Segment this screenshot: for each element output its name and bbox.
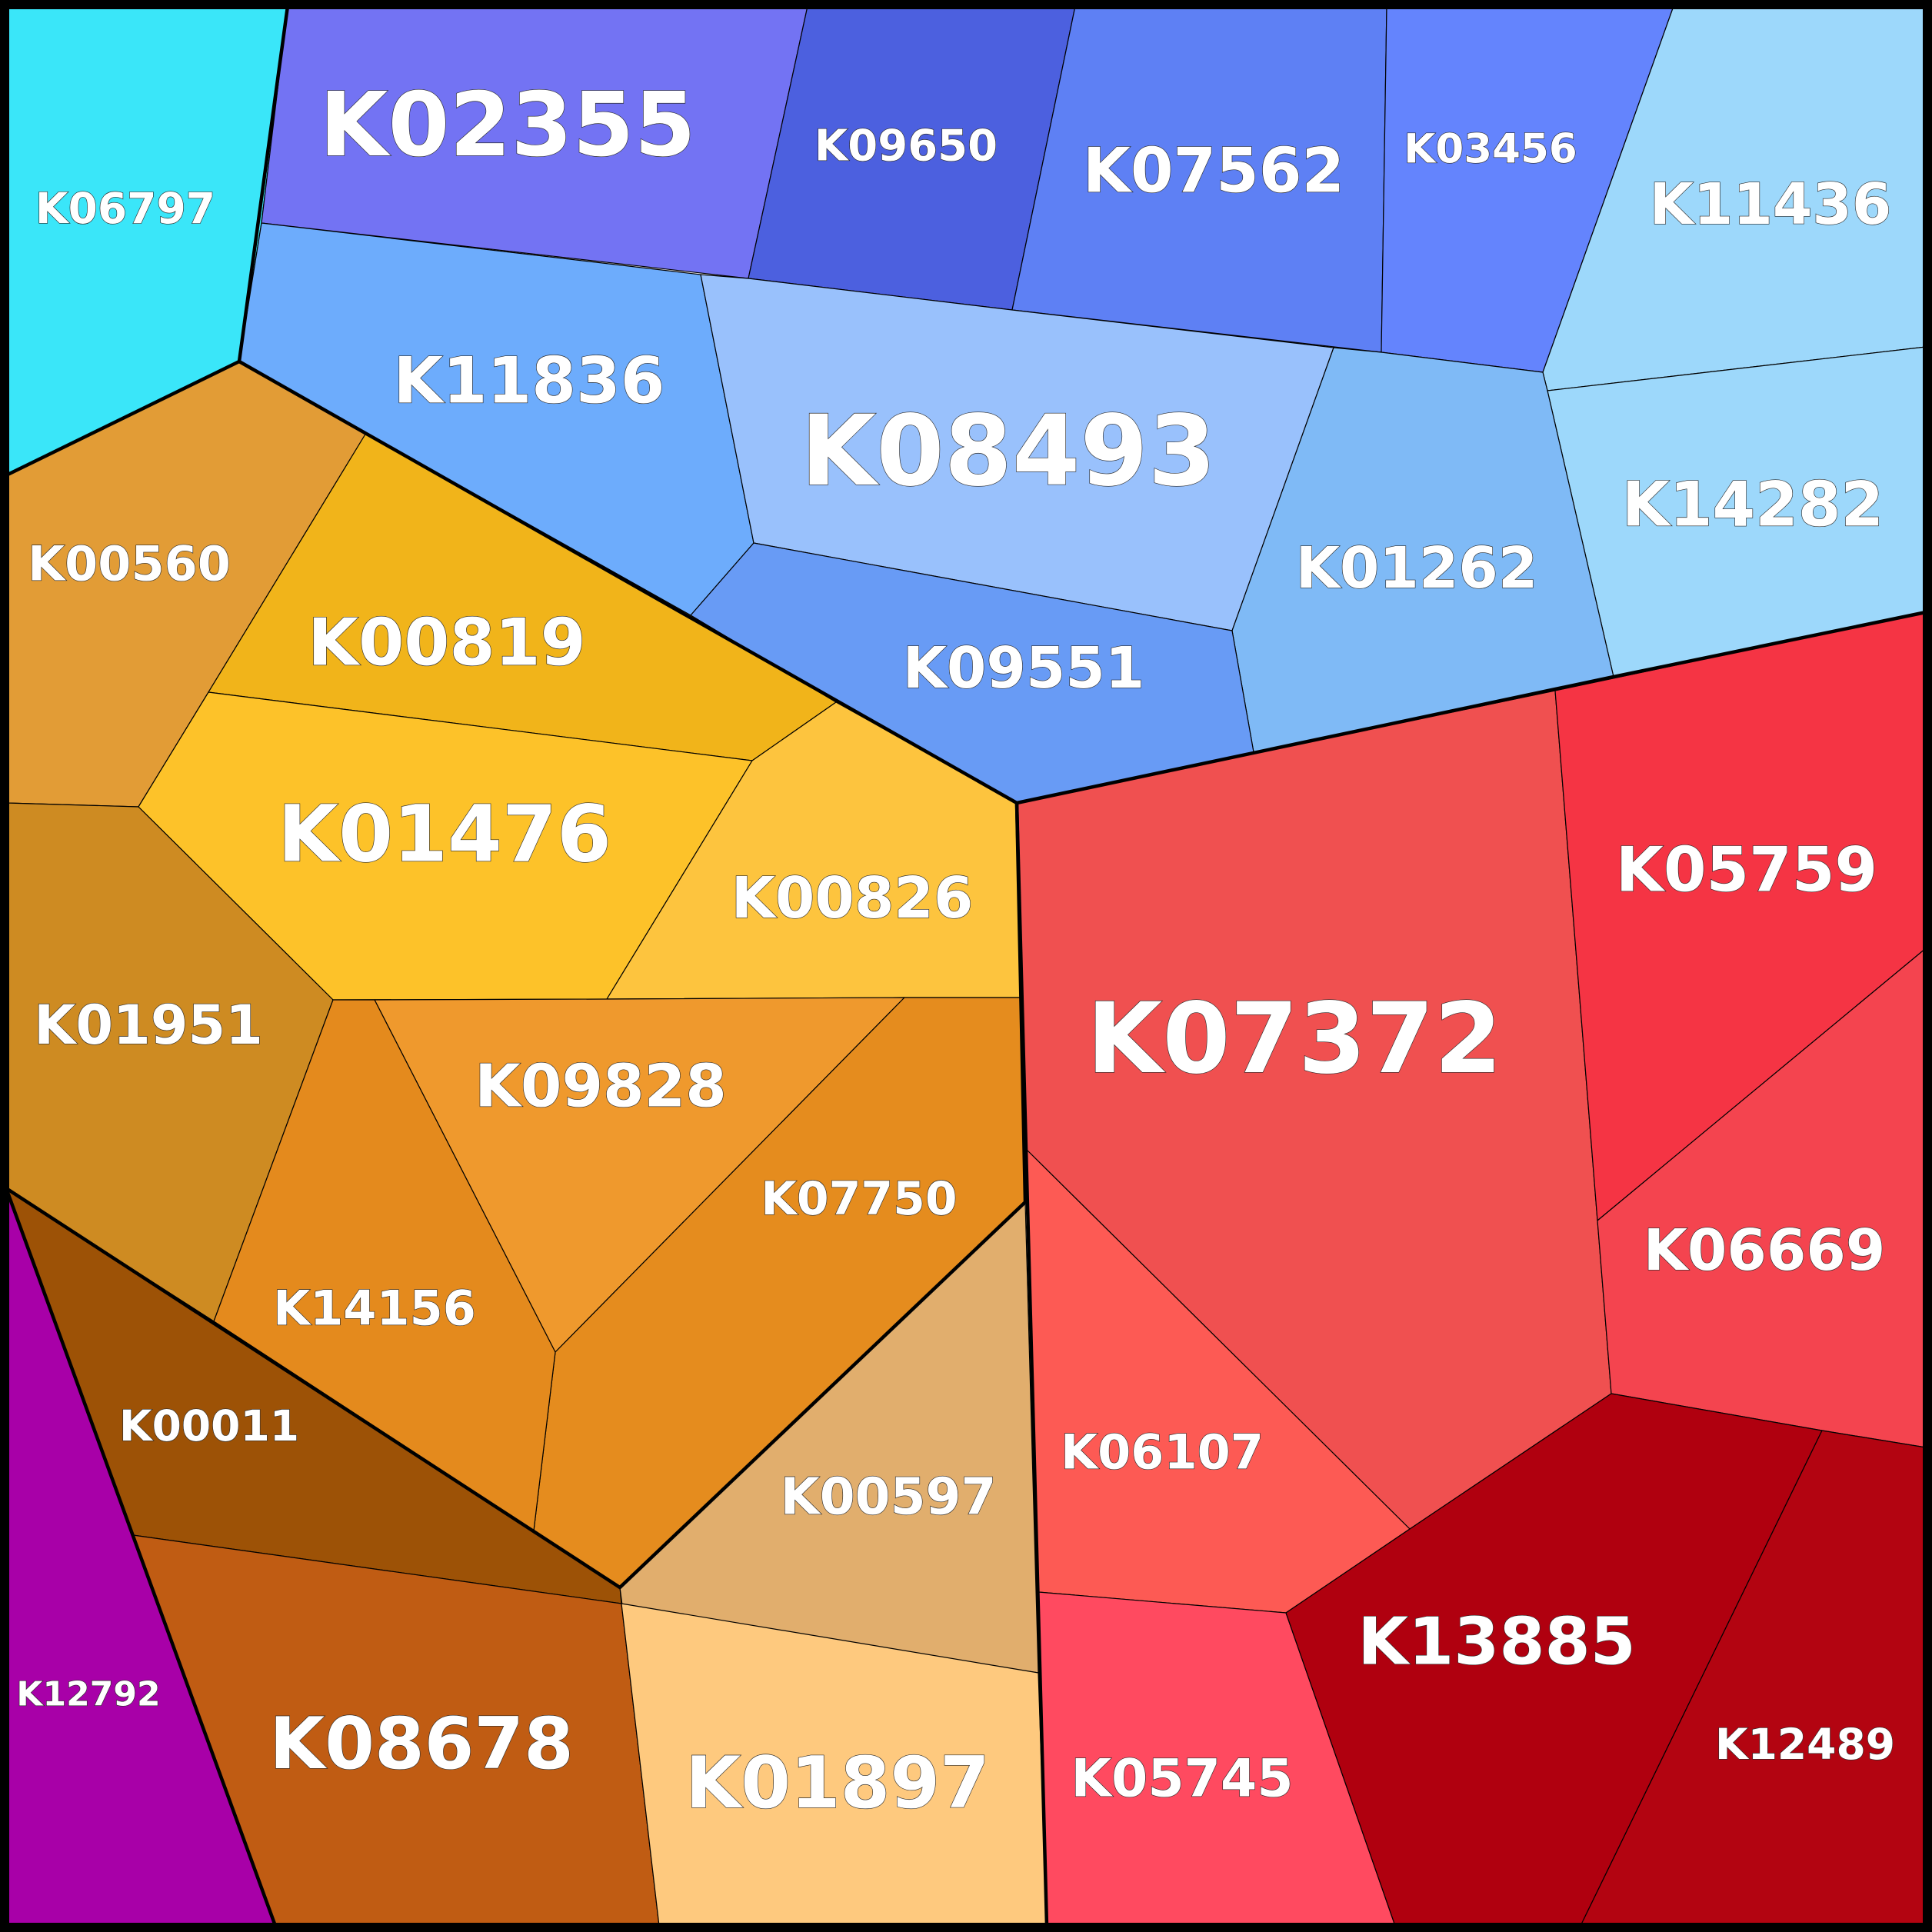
group-border-blue-red	[1016, 610, 1927, 805]
cell-label-k01476: K01476	[278, 789, 611, 881]
cell-label-k01897: K01897	[685, 1741, 990, 1824]
cell-label-k00819: K00819	[308, 605, 586, 681]
cell-label-k09551: K09551	[903, 635, 1145, 701]
cell-label-k07372: K07372	[1087, 981, 1502, 1095]
group-borders-layer	[4, 5, 1927, 1927]
labels-layer: K06797 K02355 K09650 K07562 K03456 K11436 K118…	[16, 73, 1896, 1824]
cell-label-k00597: K00597	[781, 1467, 997, 1527]
cell-label-k13885: K13885	[1357, 1604, 1636, 1681]
cell-label-k12792: K12792	[16, 1675, 160, 1714]
cell-label-k06797: K06797	[35, 184, 215, 233]
cell-label-k11836: K11836	[393, 344, 665, 418]
cell-label-k00011: K00011	[119, 1401, 299, 1451]
cell-label-k06107: K06107	[1061, 1424, 1264, 1481]
group-border-orange-red	[1014, 802, 1049, 1927]
cell-label-k14282: K14282	[1622, 469, 1884, 541]
cell-k14156	[213, 999, 556, 1531]
cell-label-k09828: K09828	[475, 1053, 727, 1121]
cell-label-k08493: K08493	[801, 394, 1216, 508]
cell-label-k03456: K03456	[1404, 126, 1577, 173]
cell-label-k00560: K00560	[28, 536, 231, 592]
cell-label-k01951: K01951	[34, 994, 263, 1057]
cell-label-k12489: K12489	[1715, 1720, 1895, 1769]
cell-label-k14156: K14156	[273, 1281, 476, 1337]
cell-label-k05745: K05745	[1071, 1749, 1293, 1810]
cell-label-k01262: K01262	[1296, 535, 1538, 601]
cell-label-k08678: K08678	[269, 1702, 574, 1785]
cell-label-k05759: K05759	[1616, 834, 1877, 906]
group-border-blue-inner	[237, 5, 290, 362]
cell-label-k07750: K07750	[761, 1172, 957, 1226]
cell-label-k11436: K11436	[1650, 172, 1892, 238]
group-border-purple	[4, 1188, 278, 1927]
cell-label-k09650: K09650	[814, 122, 998, 172]
cell-label-k02355: K02355	[319, 74, 695, 177]
cell-label-k07562: K07562	[1083, 135, 1344, 207]
cell-label-k00826: K00826	[731, 865, 974, 931]
cell-label-k06669: K06669	[1644, 1217, 1886, 1284]
cells-layer	[5, 5, 1927, 1927]
